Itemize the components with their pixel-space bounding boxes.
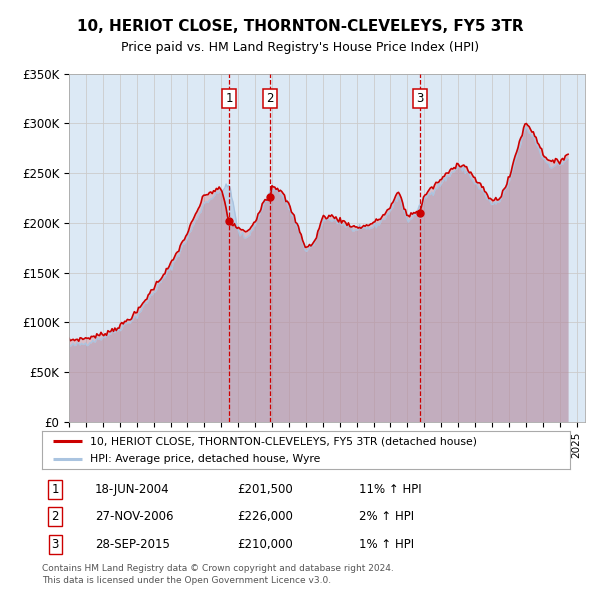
Text: Contains HM Land Registry data © Crown copyright and database right 2024.: Contains HM Land Registry data © Crown c… bbox=[42, 563, 394, 572]
Text: 2% ↑ HPI: 2% ↑ HPI bbox=[359, 510, 414, 523]
Text: This data is licensed under the Open Government Licence v3.0.: This data is licensed under the Open Gov… bbox=[42, 576, 331, 585]
Text: £226,000: £226,000 bbox=[238, 510, 293, 523]
Text: 3: 3 bbox=[416, 92, 424, 105]
Text: 27-NOV-2006: 27-NOV-2006 bbox=[95, 510, 173, 523]
Text: 1% ↑ HPI: 1% ↑ HPI bbox=[359, 538, 414, 551]
Text: Price paid vs. HM Land Registry's House Price Index (HPI): Price paid vs. HM Land Registry's House … bbox=[121, 41, 479, 54]
Text: 2: 2 bbox=[52, 510, 59, 523]
Text: £210,000: £210,000 bbox=[238, 538, 293, 551]
Text: 28-SEP-2015: 28-SEP-2015 bbox=[95, 538, 170, 551]
Text: HPI: Average price, detached house, Wyre: HPI: Average price, detached house, Wyre bbox=[89, 454, 320, 464]
Text: 1: 1 bbox=[52, 483, 59, 496]
Text: 2: 2 bbox=[266, 92, 274, 105]
Text: 11% ↑ HPI: 11% ↑ HPI bbox=[359, 483, 421, 496]
Text: 10, HERIOT CLOSE, THORNTON-CLEVELEYS, FY5 3TR (detached house): 10, HERIOT CLOSE, THORNTON-CLEVELEYS, FY… bbox=[89, 436, 476, 446]
Text: 18-JUN-2004: 18-JUN-2004 bbox=[95, 483, 169, 496]
Text: 10, HERIOT CLOSE, THORNTON-CLEVELEYS, FY5 3TR: 10, HERIOT CLOSE, THORNTON-CLEVELEYS, FY… bbox=[77, 19, 523, 34]
Text: 1: 1 bbox=[225, 92, 233, 105]
Text: £201,500: £201,500 bbox=[238, 483, 293, 496]
Text: 3: 3 bbox=[52, 538, 59, 551]
